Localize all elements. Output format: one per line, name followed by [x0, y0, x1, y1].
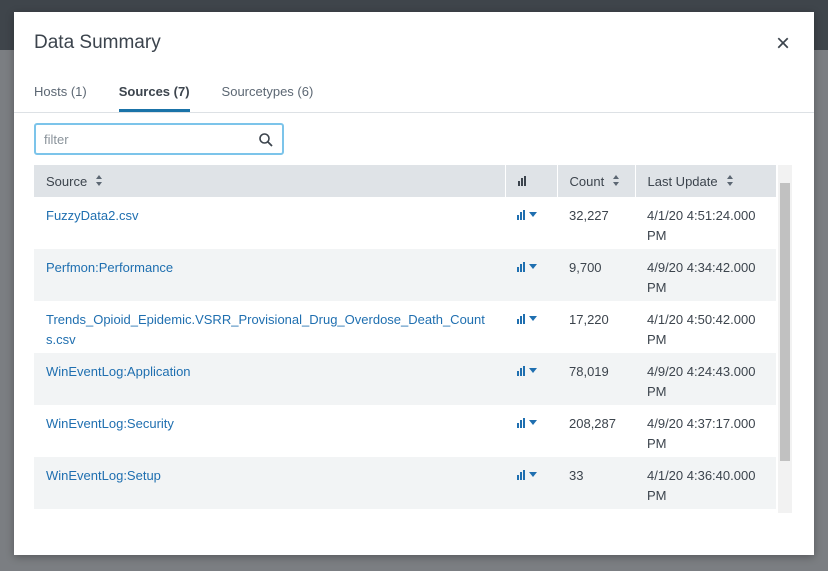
source-link[interactable]: FuzzyData2.csv: [46, 208, 139, 223]
chart-icon[interactable]: [517, 366, 541, 376]
chart-icon[interactable]: [517, 314, 541, 324]
sort-icon: [96, 174, 103, 186]
chart-cell: [505, 301, 557, 353]
tabs: Hosts (1) Sources (7) Sourcetypes (6): [34, 84, 313, 112]
chart-cell: [505, 197, 557, 249]
separator: [14, 112, 814, 113]
count-cell: 32,227: [569, 208, 609, 223]
modal-title: Data Summary: [34, 32, 161, 53]
source-link[interactable]: WinEventLog:Setup: [46, 468, 161, 483]
scroll-thumb[interactable]: [780, 183, 790, 461]
chart-cell: [505, 457, 557, 509]
filter-placeholder: filter: [44, 132, 69, 147]
filter-input[interactable]: filter: [34, 123, 284, 155]
source-link[interactable]: Trends_Opioid_Epidemic.VSRR_Provisional_…: [46, 312, 485, 347]
last-update-cell: 4/9/20 4:24:43.000 PM: [635, 353, 776, 405]
column-label: Source: [46, 173, 88, 189]
chart-icon[interactable]: [517, 262, 541, 272]
count-cell: 208,287: [569, 416, 616, 431]
table-row: FuzzyData2.csv 32,227 4/1/20 4:51:24.000 P…: [34, 197, 776, 249]
chart-cell: [505, 405, 557, 457]
source-cell: WinEventLog:Application: [34, 353, 505, 405]
last-update-cell: 4/1/20 4:36:40.000 PM: [635, 457, 776, 509]
chart-cell: [505, 353, 557, 405]
chart-icon[interactable]: [517, 470, 541, 480]
search-icon: [259, 133, 273, 147]
modal: Data Summary × Hosts (1) Sources (7) Sourc…: [14, 12, 814, 555]
count-cell: 17,220: [569, 312, 609, 327]
table-container: Source Count Last Update FuzzyData2.csv 32,…: [34, 165, 776, 509]
table-row: WinEventLog:Setup 33 4/1/20 4:36:40.000 PM: [34, 457, 776, 509]
tab[interactable]: Sourcetypes (6): [221, 84, 314, 99]
table-row: Trends_Opioid_Epidemic.VSRR_Provisional_…: [34, 301, 776, 353]
column-label: Count: [569, 173, 605, 189]
count-cell: 33: [557, 457, 635, 509]
sort-icon: [726, 174, 733, 186]
table-row: WinEventLog:Security 208,287 4/9/20 4:37:1…: [34, 405, 776, 457]
last-update-cell: 4/1/20 4:50:42.000 PM: [647, 312, 756, 347]
tab[interactable]: Hosts (1): [34, 84, 87, 99]
scrollbar[interactable]: [778, 165, 792, 513]
table: Source Count Last Update FuzzyData2.csv 32,…: [34, 165, 776, 509]
count-cell: 9,700: [557, 249, 635, 301]
last-update-cell: 4/9/20 4:34:42.000 PM: [635, 249, 776, 301]
sort-icon: [613, 174, 620, 186]
source-cell: WinEventLog:Security: [34, 405, 505, 457]
chart-icon[interactable]: [517, 210, 541, 220]
source-link[interactable]: Perfmon:Performance: [46, 260, 174, 275]
column-header[interactable]: Last Update: [635, 165, 776, 197]
chart-column-header: [505, 165, 558, 197]
close-button[interactable]: ×: [775, 30, 790, 57]
column-header[interactable]: Count: [557, 165, 636, 197]
source-link[interactable]: WinEventLog:Application: [46, 364, 191, 379]
source-cell: WinEventLog:Setup: [34, 457, 505, 509]
chart-icon[interactable]: [517, 418, 541, 428]
source-cell: FuzzyData2.csv: [34, 197, 505, 249]
chart-cell: [505, 249, 557, 301]
header-row: Source Count Last Update: [34, 165, 776, 197]
last-update-cell: 4/1/20 4:51:24.000 PM: [647, 208, 756, 243]
column-header[interactable]: Source: [34, 165, 506, 197]
table-row: WinEventLog:Application 78,019 4/9/20 4:24…: [34, 353, 776, 405]
last-update-cell: 4/9/20 4:37:17.000 PM: [647, 416, 756, 451]
source-cell: Trends_Opioid_Epidemic.VSRR_Provisional_…: [34, 301, 505, 353]
tab[interactable]: Sources (7): [118, 84, 190, 112]
chart-icon: [517, 175, 526, 186]
table-row: Perfmon:Performance 9,700 4/9/20 4:34:42.0…: [34, 249, 776, 301]
column-label: Last Update: [647, 173, 718, 189]
source-link[interactable]: WinEventLog:Security: [46, 416, 174, 431]
count-cell: 78,019: [557, 353, 635, 405]
source-cell: Perfmon:Performance: [34, 249, 505, 301]
